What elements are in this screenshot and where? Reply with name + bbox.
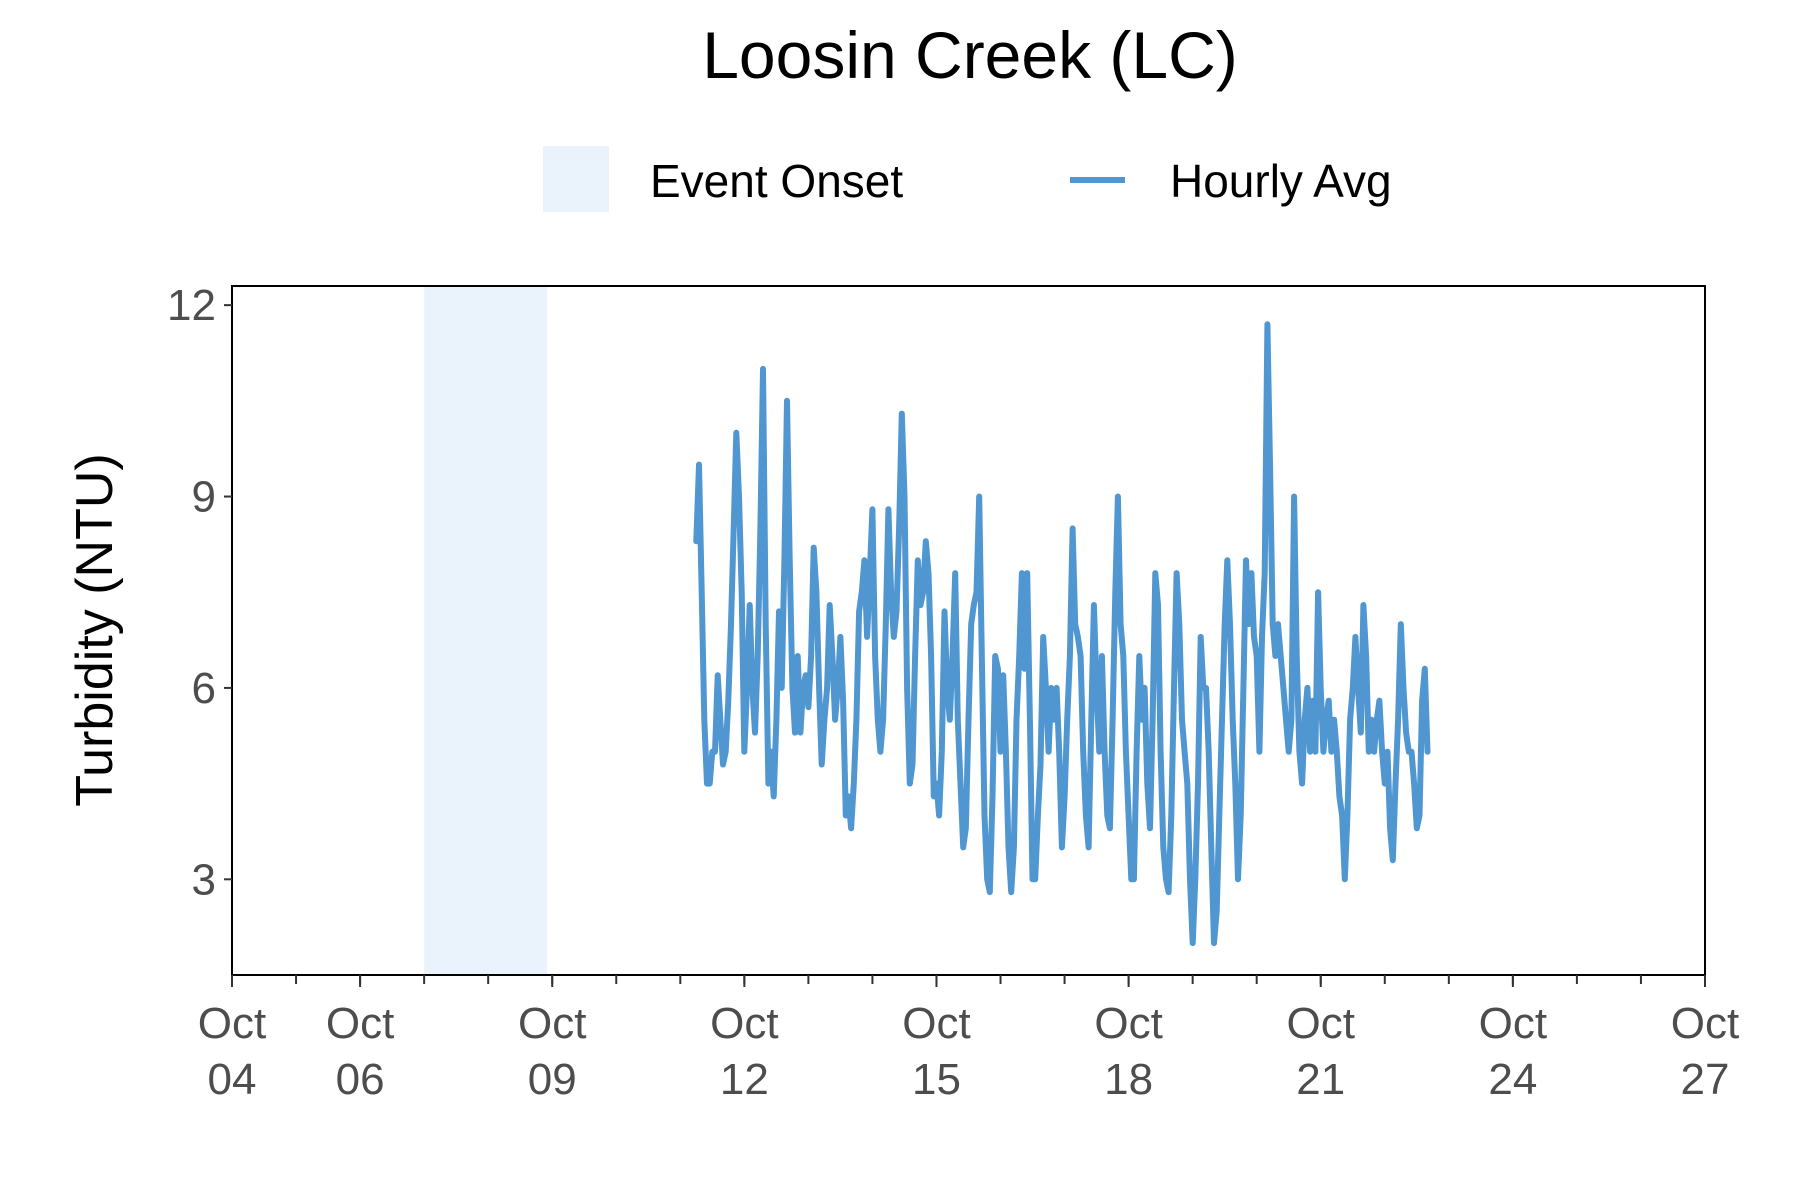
y-tick-label: 3 [192, 855, 216, 904]
x-tick-label: Oct 09 [518, 999, 586, 1104]
x-tick-label: Oct 27 [1671, 999, 1739, 1104]
x-axis: Oct 04 Oct 06 Oct 09 Oct 12 Oct 15 Oct 18 Oct 21 Oct 24… [198, 975, 1739, 1104]
y-axis-title: Turbidity (NTU) [66, 453, 124, 806]
chart-title: Loosin Creek (LC) [702, 18, 1238, 92]
legend-hourly-avg-label: Hourly Avg [1170, 155, 1392, 207]
x-tick-label: Oct 12 [710, 999, 778, 1104]
event-onset-band [424, 287, 547, 974]
hourly-avg-line [693, 321, 1431, 947]
legend: Event Onset Hourly Avg [543, 146, 1392, 212]
legend-event-onset-key [543, 146, 609, 212]
x-tick-label: Oct 18 [1094, 999, 1162, 1104]
x-tick-label: Oct 15 [902, 999, 970, 1104]
x-tick-label: Oct 24 [1479, 999, 1547, 1104]
x-tick-label: Oct 06 [326, 999, 394, 1104]
y-tick-label: 12 [167, 281, 216, 330]
x-tick-label: Oct 04 [198, 999, 266, 1104]
y-axis: 3 6 9 12 [167, 281, 232, 904]
panel-border [231, 285, 1706, 976]
legend-event-onset-label: Event Onset [650, 155, 903, 207]
x-tick-label: Oct 21 [1287, 999, 1355, 1104]
plot-area [231, 285, 1706, 976]
y-tick-label: 9 [192, 473, 216, 522]
y-tick-label: 6 [192, 664, 216, 713]
